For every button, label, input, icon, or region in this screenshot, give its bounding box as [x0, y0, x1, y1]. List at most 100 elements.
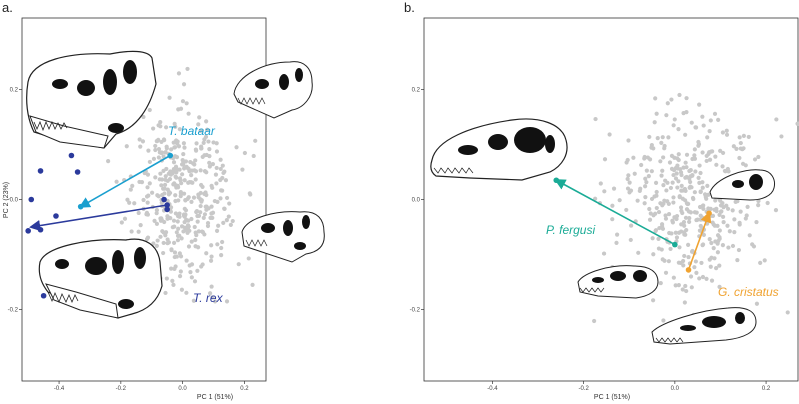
- background-point: [680, 287, 685, 292]
- background-point: [210, 162, 216, 167]
- data-point: [25, 228, 31, 234]
- background-point: [718, 148, 723, 153]
- background-point: [682, 186, 688, 192]
- background-point: [167, 190, 173, 196]
- background-point: [756, 198, 761, 204]
- background-point: [651, 252, 656, 257]
- background-point: [643, 184, 648, 189]
- background-point: [705, 135, 710, 140]
- y-tick-label: 0.2: [412, 88, 421, 94]
- background-point: [713, 198, 718, 203]
- series-arrow: [554, 179, 676, 246]
- background-point: [144, 236, 150, 242]
- background-point: [171, 240, 177, 245]
- background-point: [717, 228, 722, 233]
- background-point: [647, 134, 652, 140]
- background-point: [192, 224, 197, 230]
- background-point: [136, 229, 141, 234]
- background-point: [676, 283, 681, 288]
- background-point: [187, 263, 192, 268]
- background-point: [700, 180, 705, 185]
- background-point: [709, 278, 715, 283]
- x-tick-label: -0.4: [54, 386, 65, 392]
- panel-a: a. -0.4 -0.2 0.0 0.2 -0.2 0.0 0.2 PC 2 (23%) P…: [2, 0, 325, 401]
- background-point: [647, 217, 653, 222]
- background-point: [593, 116, 598, 122]
- background-point: [175, 214, 181, 219]
- background-point: [652, 120, 657, 125]
- background-point: [627, 180, 632, 185]
- background-point: [714, 206, 719, 211]
- background-point: [724, 132, 730, 137]
- background-point: [684, 96, 689, 101]
- background-point: [684, 152, 690, 157]
- background-point: [714, 162, 719, 167]
- background-point: [218, 157, 223, 162]
- background-point: [128, 187, 133, 192]
- background-point: [189, 275, 194, 280]
- background-point: [647, 206, 652, 212]
- background-point: [654, 189, 659, 195]
- background-point: [219, 245, 224, 251]
- background-point: [161, 186, 166, 191]
- background-point: [724, 128, 729, 133]
- background-point: [161, 240, 166, 246]
- background-point: [196, 192, 201, 197]
- background-point: [711, 246, 716, 251]
- background-point: [741, 133, 746, 138]
- background-point: [637, 188, 642, 194]
- data-point: [685, 267, 692, 273]
- background-point: [707, 237, 712, 242]
- panel-label-a: a.: [2, 0, 13, 15]
- skull-illustration-t-rex-large: [38, 238, 163, 319]
- background-point: [184, 258, 189, 263]
- background-point: [174, 170, 179, 175]
- background-point: [762, 258, 767, 263]
- background-point: [610, 217, 615, 222]
- background-point: [163, 174, 168, 179]
- background-point: [185, 223, 191, 228]
- background-point: [179, 287, 185, 292]
- background-point: [214, 141, 219, 146]
- background-point: [663, 216, 669, 221]
- background-point: [722, 168, 727, 174]
- background-point: [611, 186, 617, 191]
- background-point: [684, 165, 689, 170]
- background-point: [670, 220, 675, 225]
- background-point: [176, 226, 181, 231]
- background-point: [689, 120, 694, 125]
- background-point: [214, 228, 220, 233]
- background-point: [234, 145, 239, 150]
- background-point: [659, 140, 664, 145]
- background-point: [756, 154, 761, 160]
- background-point: [714, 266, 719, 271]
- background-point: [745, 204, 750, 209]
- data-point: [161, 196, 167, 203]
- background-point: [213, 172, 219, 177]
- background-point: [682, 232, 687, 237]
- background-point: [710, 149, 715, 154]
- background-point: [698, 213, 703, 218]
- background-point: [186, 218, 191, 223]
- background-point: [155, 193, 160, 198]
- background-point: [695, 217, 700, 222]
- axis-ticks-a: -0.4 -0.2 0.0 0.2 -0.2 0.0 0.2: [8, 88, 250, 393]
- background-point: [205, 127, 210, 132]
- background-point: [172, 181, 177, 186]
- background-point: [221, 220, 226, 225]
- background-point: [686, 242, 691, 247]
- background-point: [172, 250, 178, 255]
- background-point: [643, 195, 648, 200]
- background-point: [209, 204, 214, 209]
- background-point: [153, 147, 158, 153]
- background-point: [151, 241, 156, 246]
- background-point: [200, 230, 205, 235]
- background-point: [683, 283, 688, 289]
- background-point: [153, 143, 158, 149]
- background-point: [673, 283, 678, 288]
- background-point: [773, 208, 779, 213]
- background-point: [635, 198, 640, 203]
- y-tick-label: 0.2: [10, 88, 19, 94]
- background-point: [169, 266, 174, 271]
- background-point: [210, 295, 215, 300]
